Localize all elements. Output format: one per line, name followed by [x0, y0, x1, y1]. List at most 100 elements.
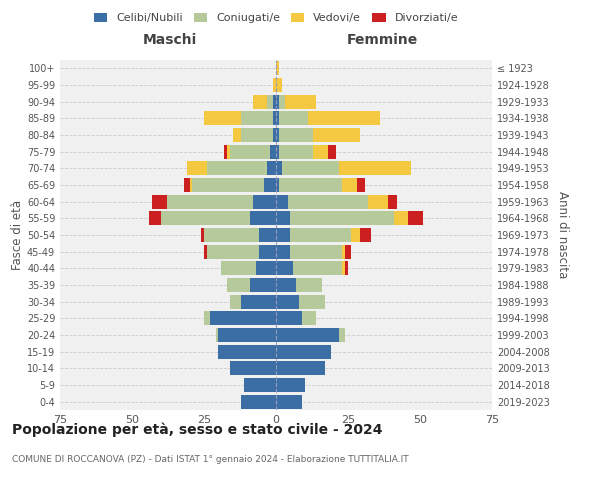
Bar — [342, 244, 345, 259]
Text: COMUNE DI ROCCANOVA (PZ) - Dati ISTAT 1° gennaio 2024 - Elaborazione TUTTITALIA.: COMUNE DI ROCCANOVA (PZ) - Dati ISTAT 1°… — [12, 455, 409, 464]
Bar — [276, 328, 340, 342]
Bar — [276, 128, 279, 142]
Bar — [276, 394, 302, 409]
Bar — [302, 311, 316, 326]
Bar — [282, 162, 340, 175]
Bar — [215, 328, 218, 342]
Bar — [268, 94, 273, 109]
Bar — [313, 128, 359, 142]
Bar — [284, 94, 316, 109]
Bar — [299, 294, 325, 308]
Bar — [259, 228, 276, 242]
Bar — [233, 128, 241, 142]
Bar — [276, 178, 279, 192]
Bar — [149, 211, 161, 226]
Bar — [276, 244, 290, 259]
Bar — [279, 178, 342, 192]
Bar — [276, 78, 282, 92]
Bar — [204, 311, 210, 326]
Bar — [342, 178, 356, 192]
Bar — [227, 144, 230, 159]
Bar — [279, 112, 308, 126]
Bar — [250, 211, 276, 226]
Bar — [230, 361, 276, 376]
Bar — [270, 144, 276, 159]
Bar — [241, 394, 276, 409]
Bar — [201, 228, 204, 242]
Bar — [276, 94, 279, 109]
Bar — [204, 244, 207, 259]
Bar — [359, 228, 371, 242]
Bar — [184, 178, 190, 192]
Bar — [204, 228, 259, 242]
Bar — [204, 112, 241, 126]
Bar — [340, 328, 345, 342]
Bar — [218, 328, 276, 342]
Bar — [253, 94, 268, 109]
Y-axis label: Anni di nascita: Anni di nascita — [556, 192, 569, 278]
Bar — [276, 62, 279, 76]
Bar — [241, 128, 273, 142]
Bar — [241, 112, 273, 126]
Bar — [161, 211, 250, 226]
Bar — [276, 211, 290, 226]
Bar — [268, 162, 276, 175]
Bar — [256, 261, 276, 276]
Bar — [328, 144, 337, 159]
Y-axis label: Fasce di età: Fasce di età — [11, 200, 24, 270]
Bar — [193, 178, 265, 192]
Bar — [259, 244, 276, 259]
Bar — [388, 194, 397, 209]
Bar — [221, 261, 256, 276]
Bar — [152, 194, 167, 209]
Bar — [276, 162, 282, 175]
Text: Maschi: Maschi — [142, 32, 197, 46]
Bar — [279, 144, 313, 159]
Bar — [244, 378, 276, 392]
Bar — [276, 228, 290, 242]
Text: Popolazione per età, sesso e stato civile - 2024: Popolazione per età, sesso e stato civil… — [12, 422, 383, 437]
Bar — [276, 294, 299, 308]
Bar — [308, 112, 380, 126]
Bar — [356, 178, 365, 192]
Bar — [207, 162, 268, 175]
Bar — [265, 178, 276, 192]
Bar — [224, 144, 227, 159]
Bar — [273, 112, 276, 126]
Bar — [218, 344, 276, 359]
Bar — [207, 244, 259, 259]
Bar — [276, 344, 331, 359]
Bar — [368, 194, 388, 209]
Bar — [342, 261, 345, 276]
Bar — [290, 244, 342, 259]
Bar — [345, 244, 351, 259]
Bar — [287, 194, 368, 209]
Bar — [210, 311, 276, 326]
Bar — [276, 278, 296, 292]
Bar — [409, 211, 423, 226]
Bar — [273, 78, 276, 92]
Bar — [273, 128, 276, 142]
Bar — [276, 261, 293, 276]
Bar — [351, 228, 359, 242]
Bar — [187, 162, 207, 175]
Bar — [394, 211, 409, 226]
Bar — [276, 144, 279, 159]
Bar — [227, 278, 250, 292]
Bar — [290, 228, 351, 242]
Bar — [230, 144, 270, 159]
Bar — [340, 162, 412, 175]
Bar — [276, 361, 325, 376]
Bar — [241, 294, 276, 308]
Bar — [276, 112, 279, 126]
Bar — [273, 94, 276, 109]
Bar — [276, 378, 305, 392]
Bar — [230, 294, 241, 308]
Bar — [296, 278, 322, 292]
Text: Femmine: Femmine — [347, 32, 418, 46]
Bar — [279, 94, 284, 109]
Bar — [253, 194, 276, 209]
Bar — [167, 194, 253, 209]
Bar — [276, 194, 287, 209]
Bar — [313, 144, 328, 159]
